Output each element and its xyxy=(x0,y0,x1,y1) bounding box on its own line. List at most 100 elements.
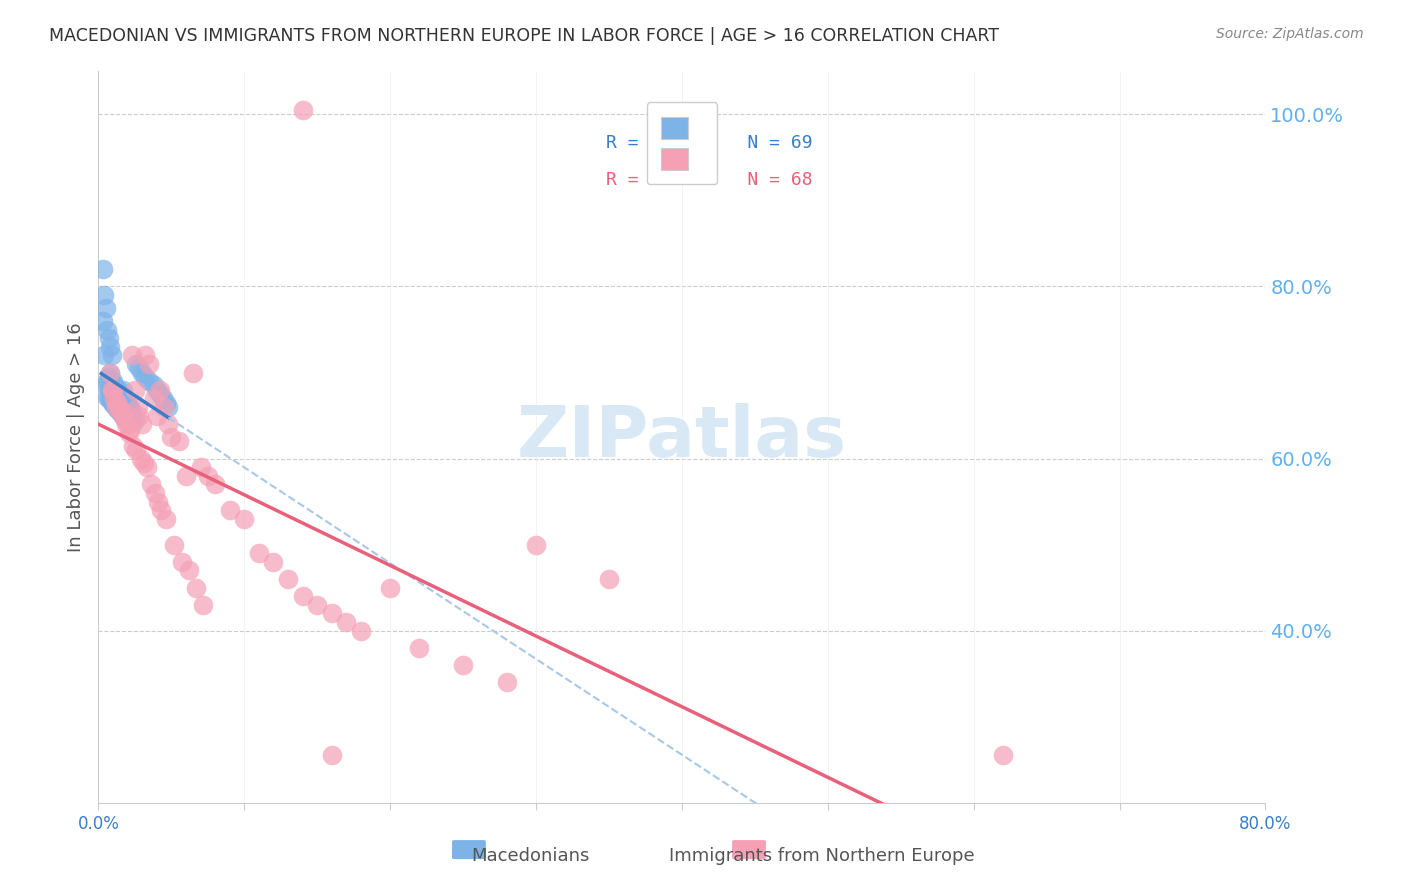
Point xyxy=(98,366,121,380)
Text: Immigrants from Northern Europe: Immigrants from Northern Europe xyxy=(669,847,974,864)
Point xyxy=(108,403,131,417)
Point xyxy=(598,572,620,586)
Point xyxy=(104,400,127,414)
Point xyxy=(110,405,132,419)
Point xyxy=(155,512,177,526)
Point xyxy=(111,404,134,418)
Point xyxy=(143,486,166,500)
Point xyxy=(101,393,124,408)
Point xyxy=(160,430,183,444)
Point xyxy=(97,331,120,345)
Point xyxy=(108,387,131,401)
Point xyxy=(121,348,143,362)
Point xyxy=(218,503,240,517)
Point xyxy=(991,748,1014,763)
Point xyxy=(186,581,208,595)
Point xyxy=(104,400,127,414)
Point xyxy=(129,451,152,466)
Point xyxy=(204,477,226,491)
Point xyxy=(291,103,314,117)
Point xyxy=(96,322,118,336)
Point xyxy=(120,407,142,421)
Legend: , : , xyxy=(647,103,717,185)
Point xyxy=(112,409,135,423)
Point xyxy=(97,383,120,397)
Y-axis label: In Labor Force | Age > 16: In Labor Force | Age > 16 xyxy=(66,322,84,552)
Point xyxy=(101,396,124,410)
Point xyxy=(262,555,284,569)
Point xyxy=(111,390,134,404)
Point xyxy=(118,404,141,418)
Point xyxy=(115,398,138,412)
Point xyxy=(149,383,172,397)
Text: R =  0.306   N = 69: R = 0.306 N = 69 xyxy=(606,134,813,153)
Point xyxy=(167,434,190,449)
Point xyxy=(96,374,118,388)
Point xyxy=(142,392,165,406)
Point xyxy=(112,383,135,397)
Point xyxy=(117,401,139,416)
Point xyxy=(307,598,329,612)
Point xyxy=(110,404,132,418)
Point xyxy=(124,383,146,397)
Point xyxy=(115,417,138,432)
Point xyxy=(153,400,176,414)
Point xyxy=(97,369,120,384)
Point xyxy=(108,400,131,414)
Point xyxy=(150,503,173,517)
Point xyxy=(94,378,117,392)
Point xyxy=(139,477,162,491)
Text: R = -0.388   N = 68: R = -0.388 N = 68 xyxy=(606,170,813,189)
Point xyxy=(131,417,153,432)
Point xyxy=(134,348,156,362)
Point xyxy=(142,378,165,392)
Point xyxy=(114,395,136,409)
Text: ZIPatlas: ZIPatlas xyxy=(517,402,846,472)
Point xyxy=(131,366,153,380)
Point xyxy=(121,410,143,425)
Point xyxy=(112,409,135,423)
Point xyxy=(100,394,122,409)
Point xyxy=(125,442,148,457)
Point xyxy=(335,615,357,629)
Point xyxy=(103,398,125,412)
Point xyxy=(197,468,219,483)
Point xyxy=(125,357,148,371)
Point xyxy=(114,394,136,409)
Point xyxy=(350,624,373,638)
Point xyxy=(105,395,128,409)
Point xyxy=(100,390,122,404)
Point xyxy=(138,357,160,371)
Point xyxy=(111,407,134,421)
FancyBboxPatch shape xyxy=(451,840,486,859)
Text: Macedonians: Macedonians xyxy=(471,847,589,864)
Point xyxy=(177,564,200,578)
FancyBboxPatch shape xyxy=(733,840,766,859)
Point xyxy=(496,675,519,690)
Point xyxy=(98,393,121,408)
Point xyxy=(146,409,169,423)
Point xyxy=(104,383,127,397)
Point xyxy=(157,400,180,414)
Point xyxy=(193,598,215,612)
Point xyxy=(103,395,125,409)
Point xyxy=(93,288,115,302)
Point xyxy=(127,400,149,414)
Point xyxy=(247,546,270,560)
Point xyxy=(138,374,160,388)
Point xyxy=(134,369,156,384)
Point xyxy=(100,376,122,390)
Point xyxy=(380,581,402,595)
Point xyxy=(98,378,121,392)
Point xyxy=(524,538,547,552)
Point xyxy=(155,395,177,409)
Point xyxy=(118,425,141,440)
Point xyxy=(115,396,138,410)
Point xyxy=(117,398,139,412)
Point xyxy=(321,748,343,763)
Point xyxy=(128,409,150,423)
Point xyxy=(105,384,128,399)
Point xyxy=(98,366,121,380)
Point xyxy=(291,589,314,603)
Point xyxy=(114,413,136,427)
